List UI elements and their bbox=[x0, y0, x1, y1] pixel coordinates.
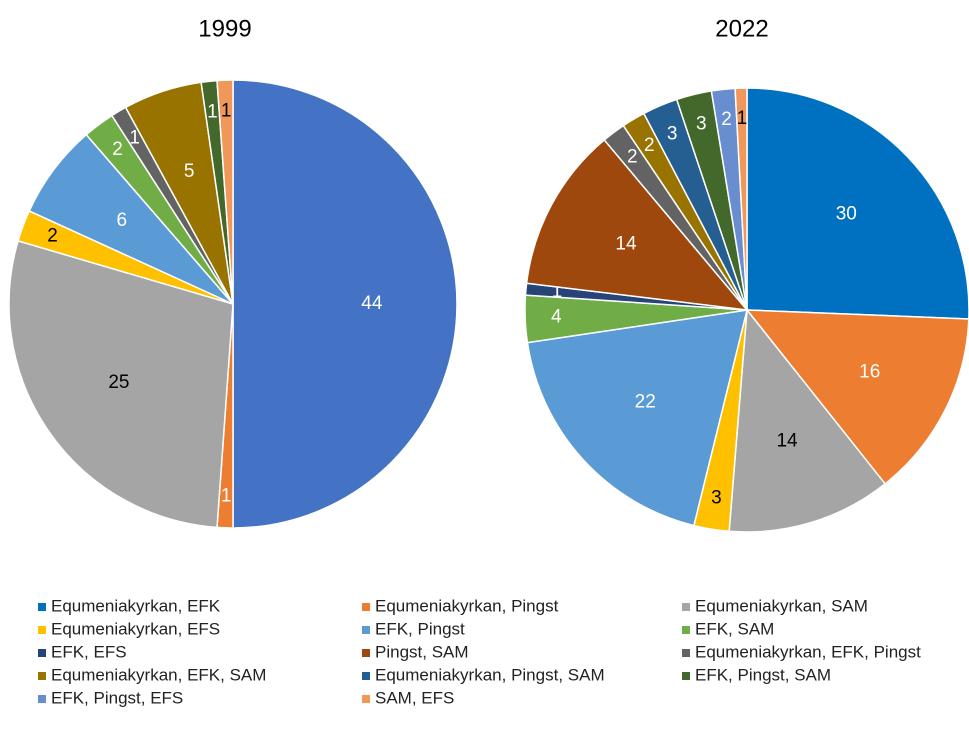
legend-label: Equmeniakyrkan, EFK, Pingst bbox=[695, 642, 921, 661]
data-label: 3 bbox=[696, 114, 707, 135]
legend-swatch bbox=[38, 672, 46, 680]
data-label: 2 bbox=[644, 135, 655, 156]
legend-swatch bbox=[362, 695, 370, 703]
legend-swatch bbox=[38, 649, 46, 657]
legend-swatch bbox=[682, 603, 690, 611]
data-label: 14 bbox=[776, 431, 798, 452]
data-label: 44 bbox=[361, 293, 383, 314]
data-label: 1 bbox=[552, 281, 563, 302]
legend-label: EFK, Pingst bbox=[375, 619, 465, 638]
legend-swatch bbox=[362, 603, 370, 611]
data-label: 14 bbox=[615, 233, 637, 254]
data-label: 2 bbox=[721, 109, 732, 130]
chart-title: 1999 bbox=[198, 15, 251, 42]
pie-slice bbox=[734, 87, 748, 311]
data-label: 1 bbox=[221, 100, 232, 121]
pie-slice bbox=[8, 239, 234, 529]
data-label: 3 bbox=[667, 123, 678, 144]
legend-label: EFK, Pingst, EFS bbox=[51, 688, 183, 707]
data-label: 6 bbox=[117, 210, 128, 231]
data-label: 2 bbox=[112, 139, 123, 160]
pie-slice bbox=[746, 87, 969, 320]
legend-swatch bbox=[682, 672, 690, 680]
legend-swatch bbox=[38, 695, 46, 703]
legend-swatch bbox=[362, 626, 370, 634]
legend-label: Pingst, SAM bbox=[375, 642, 469, 661]
legend-swatch bbox=[682, 649, 690, 657]
pie-slice bbox=[216, 79, 234, 305]
data-label: 1 bbox=[221, 486, 232, 507]
data-label: 5 bbox=[184, 161, 195, 182]
legend-label: Equmeniakyrkan, EFK, SAM bbox=[51, 665, 266, 684]
legend-label: EFK, EFS bbox=[51, 642, 127, 661]
data-label: 1 bbox=[129, 127, 140, 148]
data-label: 1 bbox=[737, 108, 748, 129]
legend-label: Equmeniakyrkan, SAM bbox=[695, 596, 868, 615]
data-label: 22 bbox=[635, 392, 656, 413]
data-label: 2 bbox=[47, 226, 58, 247]
legend-label: Equmeniakyrkan, EFS bbox=[51, 619, 220, 638]
pie-slice bbox=[232, 79, 458, 529]
legend-label: Equmeniakyrkan, Pingst bbox=[375, 596, 559, 615]
legend-swatch bbox=[38, 603, 46, 611]
pie-slice bbox=[525, 138, 749, 311]
legend-label: EFK, Pingst, SAM bbox=[695, 665, 831, 684]
legend-swatch bbox=[362, 649, 370, 657]
data-label: 16 bbox=[859, 361, 880, 382]
legend-label: EFK, SAM bbox=[695, 619, 774, 638]
pie-slice bbox=[745, 309, 969, 485]
legend-label: Equmeniakyrkan, Pingst, SAM bbox=[375, 665, 605, 684]
pie-slice bbox=[526, 309, 748, 527]
legend-swatch bbox=[682, 626, 690, 634]
data-label: 1 bbox=[207, 101, 218, 122]
legend-swatch bbox=[362, 672, 370, 680]
data-label: 4 bbox=[551, 307, 562, 328]
legend-label: Equmeniakyrkan, EFK bbox=[51, 596, 221, 615]
data-label: 3 bbox=[711, 487, 722, 508]
legend-swatch bbox=[38, 626, 46, 634]
data-label: 25 bbox=[108, 372, 129, 393]
legend-label: SAM, EFS bbox=[375, 688, 454, 707]
data-label: 30 bbox=[836, 204, 857, 225]
data-label: 2 bbox=[627, 146, 638, 167]
chart-title: 2022 bbox=[715, 15, 768, 42]
pie-slice bbox=[728, 308, 887, 533]
